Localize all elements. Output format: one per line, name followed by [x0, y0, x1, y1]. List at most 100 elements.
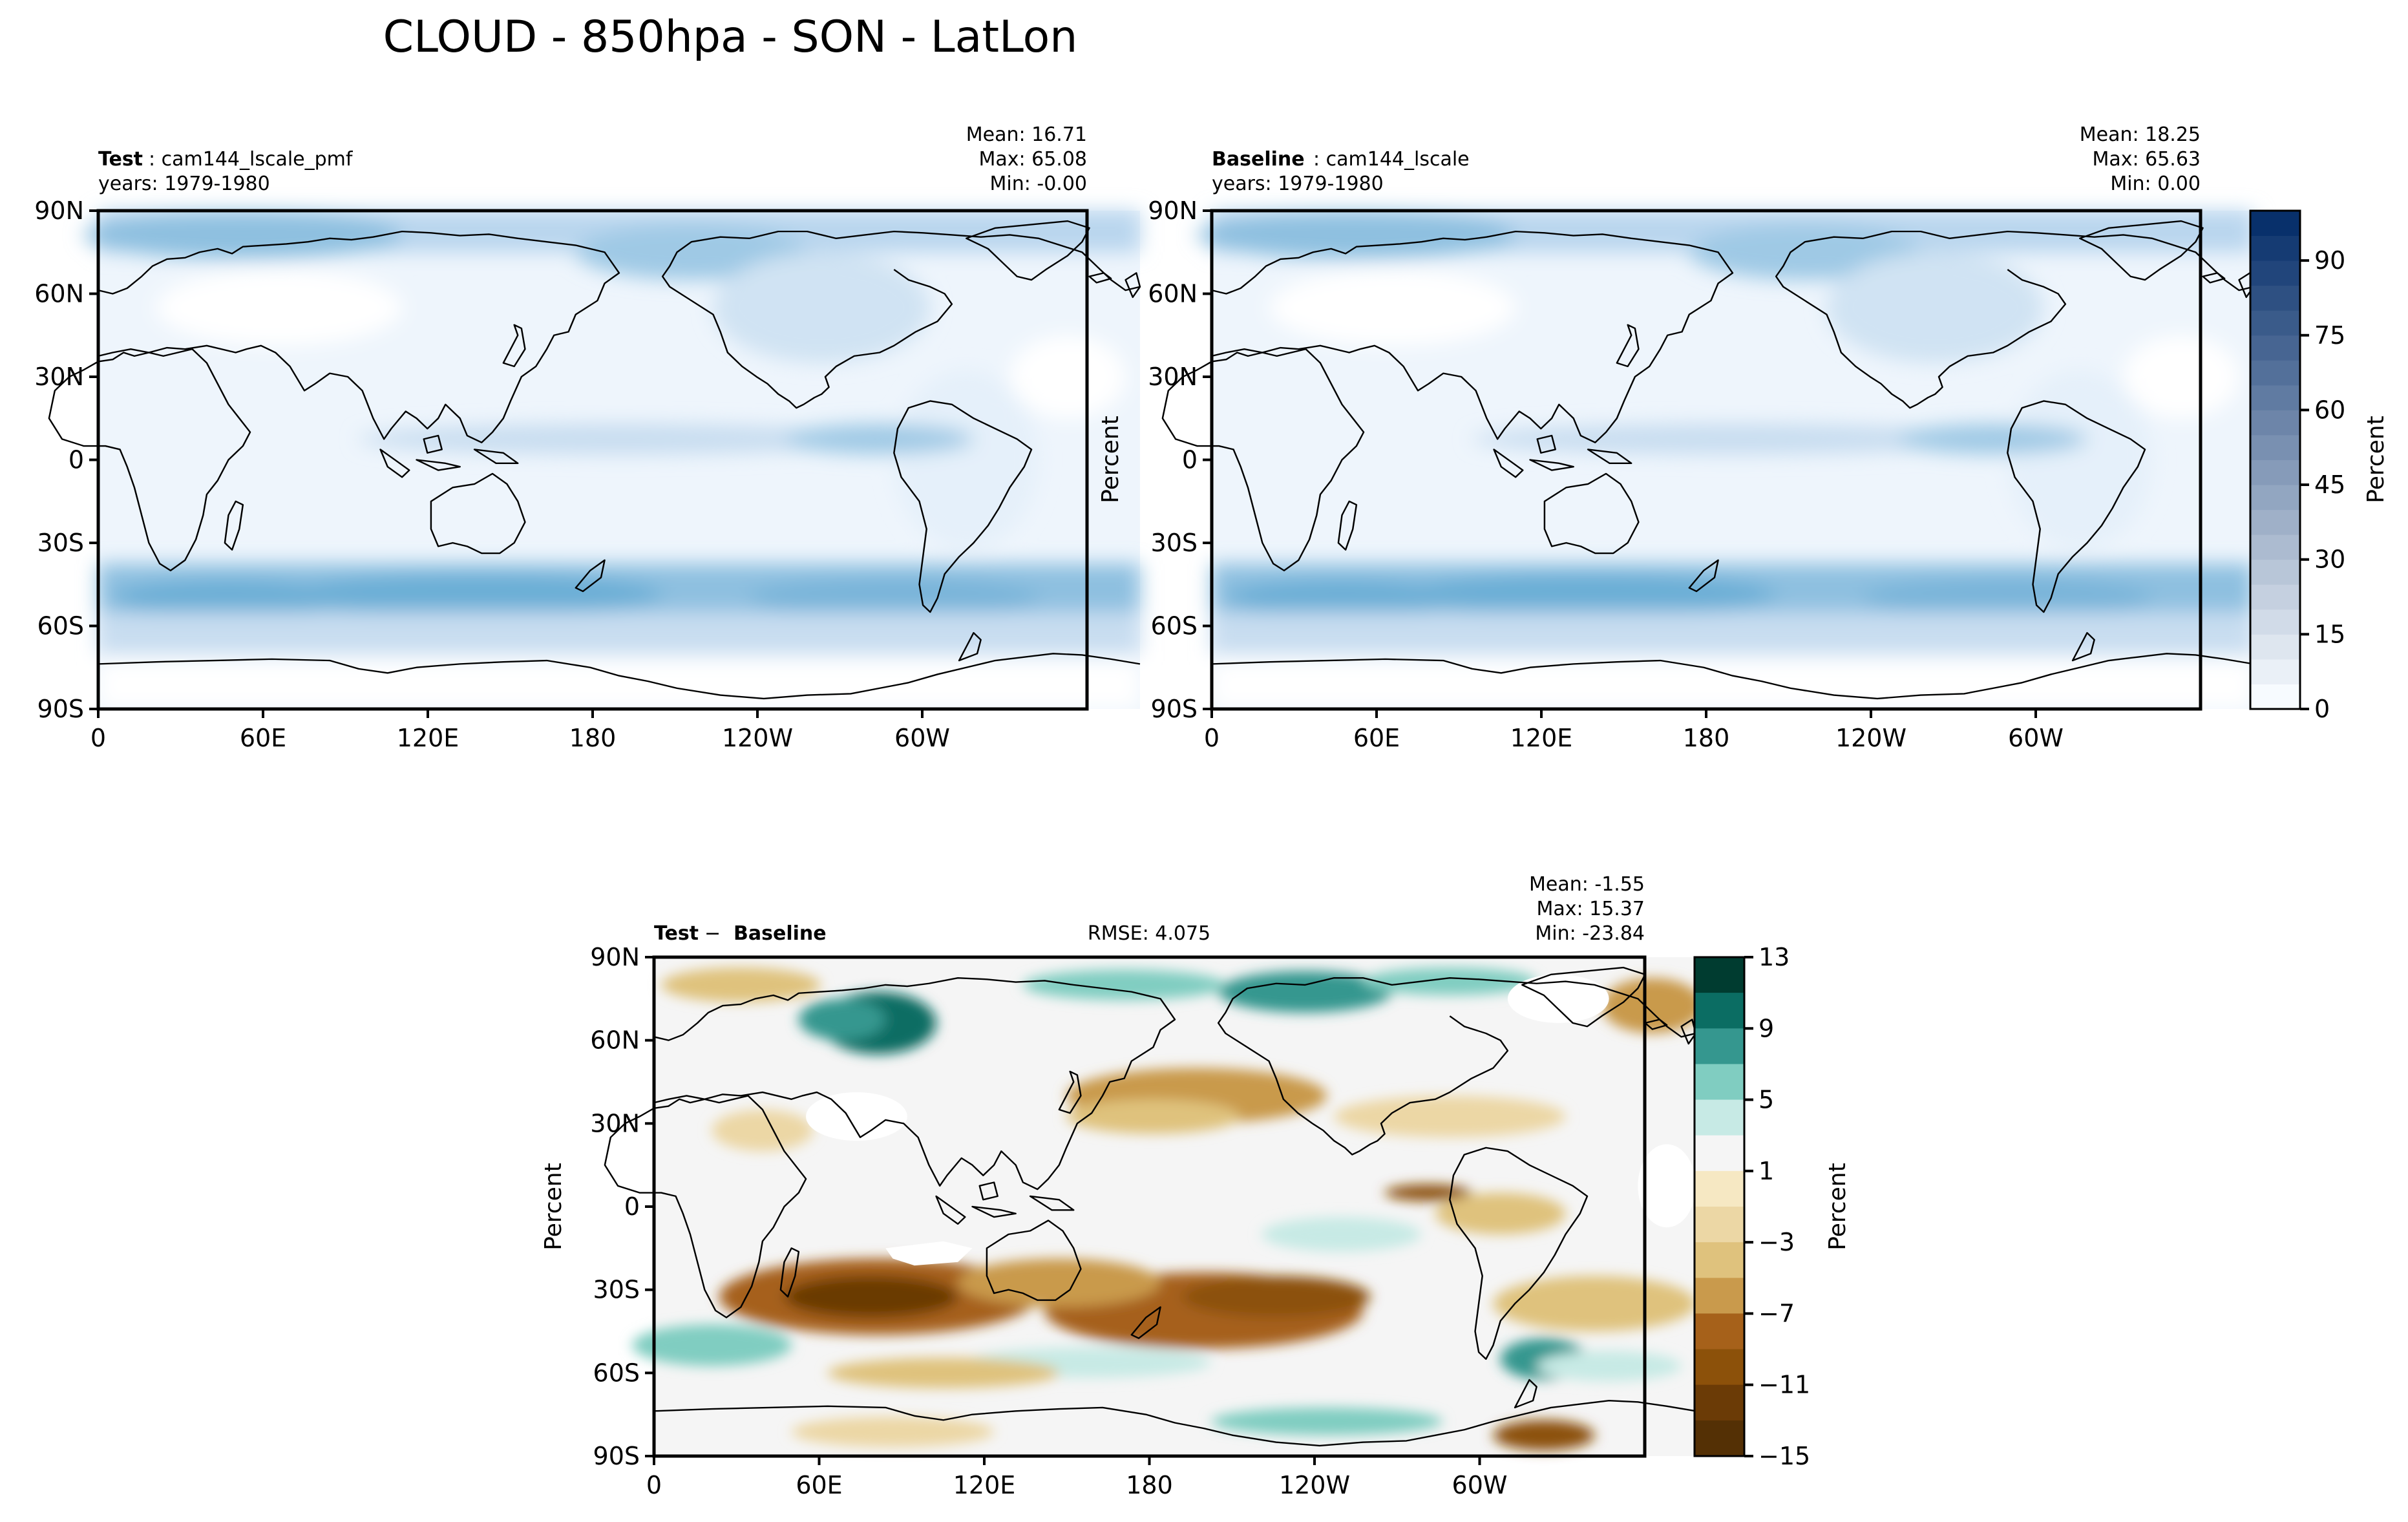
cloud-colorbar-level — [2250, 310, 2300, 336]
cloud-colorbar-tick-label: 30 — [2314, 545, 2345, 574]
cloud-colorbar-level — [2250, 534, 2300, 560]
cloud-colorbar-tick-label: 15 — [2314, 620, 2345, 648]
cloud-colorbar-level — [2250, 509, 2300, 535]
panel-diff-ylabel: Percent — [540, 1163, 567, 1250]
diff-colorbar-level — [1695, 1384, 1744, 1421]
diff-colorbar-tick-label: 13 — [1758, 943, 1790, 971]
panel-test-max: Max: 65.08 — [978, 148, 1087, 171]
cloud-colorbar-tick-label: 75 — [2314, 321, 2345, 350]
diff-colorbar-tick-label: 1 — [1758, 1157, 1774, 1185]
panel-baseline-min: Min: 0.00 — [2110, 173, 2201, 195]
cloud-colorbar-frame — [2249, 209, 2301, 710]
lon-tick-label: 120W — [1279, 1471, 1350, 1499]
panel-baseline-max: Max: 65.63 — [2092, 148, 2201, 171]
panel-diff-map — [604, 957, 1703, 1456]
lat-tick-label: 60N — [1148, 280, 1198, 308]
diff-colorbar-frame — [1693, 956, 1746, 1457]
diff-colorbar-level — [1695, 1420, 1744, 1457]
cloud-colorbar-tick-label: 45 — [2314, 470, 2345, 499]
cloud-colorbar-level — [2250, 235, 2300, 261]
lon-tick-label: 180 — [1683, 724, 1730, 752]
lat-tick-label: 60N — [34, 280, 84, 308]
cloud-colorbar-levels — [2250, 211, 2300, 710]
panel-diff-label-bold2: Baseline — [734, 922, 827, 945]
lat-tick-label: 30N — [1148, 363, 1198, 391]
diff-colorbar-tick-label: −7 — [1758, 1299, 1795, 1327]
cloud-colorbar-tick-label: 0 — [2314, 695, 2330, 723]
cloud-colorbar-level — [2250, 485, 2300, 511]
cloud-colorbar-tick-label: 60 — [2314, 396, 2345, 424]
lon-tick-label: 60E — [240, 724, 286, 752]
diff-colorbar-level — [1695, 957, 1744, 993]
diff-colorbar-level — [1695, 1242, 1744, 1278]
lon-tick-label: 60W — [894, 724, 950, 752]
panel-test-map — [48, 211, 1141, 709]
lon-tick-label: 0 — [646, 1471, 662, 1499]
panel-test-label-bold: Test — [98, 148, 143, 171]
lon-tick-label: 0 — [90, 724, 106, 752]
lon-tick-label: 120E — [953, 1471, 1016, 1499]
lat-tick-label: 90S — [37, 695, 84, 723]
cloud-colorbar-level — [2250, 584, 2300, 610]
diff-colorbar-tick-label: −15 — [1758, 1442, 1810, 1470]
lat-tick-label: 90S — [593, 1442, 640, 1470]
diff-colorbar-levels — [1695, 957, 1744, 1457]
diff-colorbar-level — [1695, 993, 1744, 1029]
lat-tick-label: 30N — [34, 363, 84, 391]
cloud-colorbar: 0 15 30 45 60 75 90 Percent — [2249, 209, 2389, 723]
lon-tick-label: 60W — [1452, 1471, 1508, 1499]
lon-tick-label: 60E — [796, 1471, 842, 1499]
cloud-colorbar-level — [2250, 335, 2300, 361]
diff-colorbar-level — [1695, 1064, 1744, 1101]
panel-diff: Test − Baseline RMSE: 4.075 Mean: -1.55 … — [540, 873, 1703, 1499]
diff-colorbar-level — [1695, 1170, 1744, 1207]
diff-colorbar-level — [1695, 1349, 1744, 1386]
diff-colorbar-level — [1695, 1135, 1744, 1172]
lat-tick-label: 30S — [1151, 529, 1198, 557]
panel-diff-min: Min: -23.84 — [1535, 922, 1645, 945]
lat-tick-label: 30S — [593, 1276, 640, 1304]
lon-tick-label: 0 — [1204, 724, 1220, 752]
cloud-colorbar-level — [2250, 434, 2300, 460]
panel-baseline: Baseline : cam144_lscale years: 1979-198… — [1097, 123, 2255, 752]
lat-tick-label: 30S — [37, 529, 84, 557]
lat-tick-label: 0 — [69, 446, 84, 474]
panel-test-label: : cam144_lscale_pmf — [149, 148, 354, 171]
diff-colorbar-tick-label: −11 — [1758, 1371, 1810, 1399]
lat-tick-label: 60N — [590, 1026, 640, 1055]
diff-colorbar-tick-label: 9 — [1758, 1014, 1774, 1042]
diff-colorbar-label: Percent — [1824, 1163, 1851, 1250]
diff-colorbar-level — [1695, 1099, 1744, 1136]
panel-baseline-label: : cam144_lscale — [1313, 148, 1470, 171]
lat-tick-label: 90N — [590, 943, 640, 971]
cloud-colorbar-level — [2250, 260, 2300, 286]
diff-colorbar-ticks: 13 9 5 1 −3 −7 −11 −15 — [1744, 943, 1810, 1470]
lat-tick-label: 60S — [37, 612, 84, 640]
lon-tick-label: 120W — [722, 724, 793, 752]
lon-tick-label: 180 — [1126, 1471, 1173, 1499]
cloud-colorbar-label: Percent — [2363, 416, 2389, 503]
panel-diff-rmse: RMSE: 4.075 — [1088, 922, 1210, 945]
panel-baseline-years: years: 1979-1980 — [1212, 173, 1384, 195]
cloud-colorbar-level — [2250, 211, 2300, 237]
lat-tick-label: 60S — [1151, 612, 1198, 640]
diff-colorbar-level — [1695, 1313, 1744, 1350]
diff-colorbar: 13 9 5 1 −3 −7 −11 −15 Percent — [1693, 943, 1851, 1470]
panel-diff-mean: Mean: -1.55 — [1529, 873, 1645, 896]
diff-colorbar-level — [1695, 1028, 1744, 1064]
lat-tick-label: 60S — [593, 1358, 640, 1387]
cloud-colorbar-level — [2250, 385, 2300, 410]
lat-tick-label: 90S — [1151, 695, 1198, 723]
panel-test-years: years: 1979-1980 — [98, 173, 270, 195]
lon-tick-label: 60E — [1353, 724, 1400, 752]
cloud-colorbar-ticks: 0 15 30 45 60 75 90 — [2300, 246, 2345, 723]
lon-tick-label: 120E — [397, 724, 459, 752]
diff-colorbar-level — [1695, 1207, 1744, 1243]
panel-baseline-label-bold: Baseline — [1212, 148, 1305, 171]
lat-tick-label: 0 — [1182, 446, 1198, 474]
lon-tick-label: 120W — [1835, 724, 1906, 752]
